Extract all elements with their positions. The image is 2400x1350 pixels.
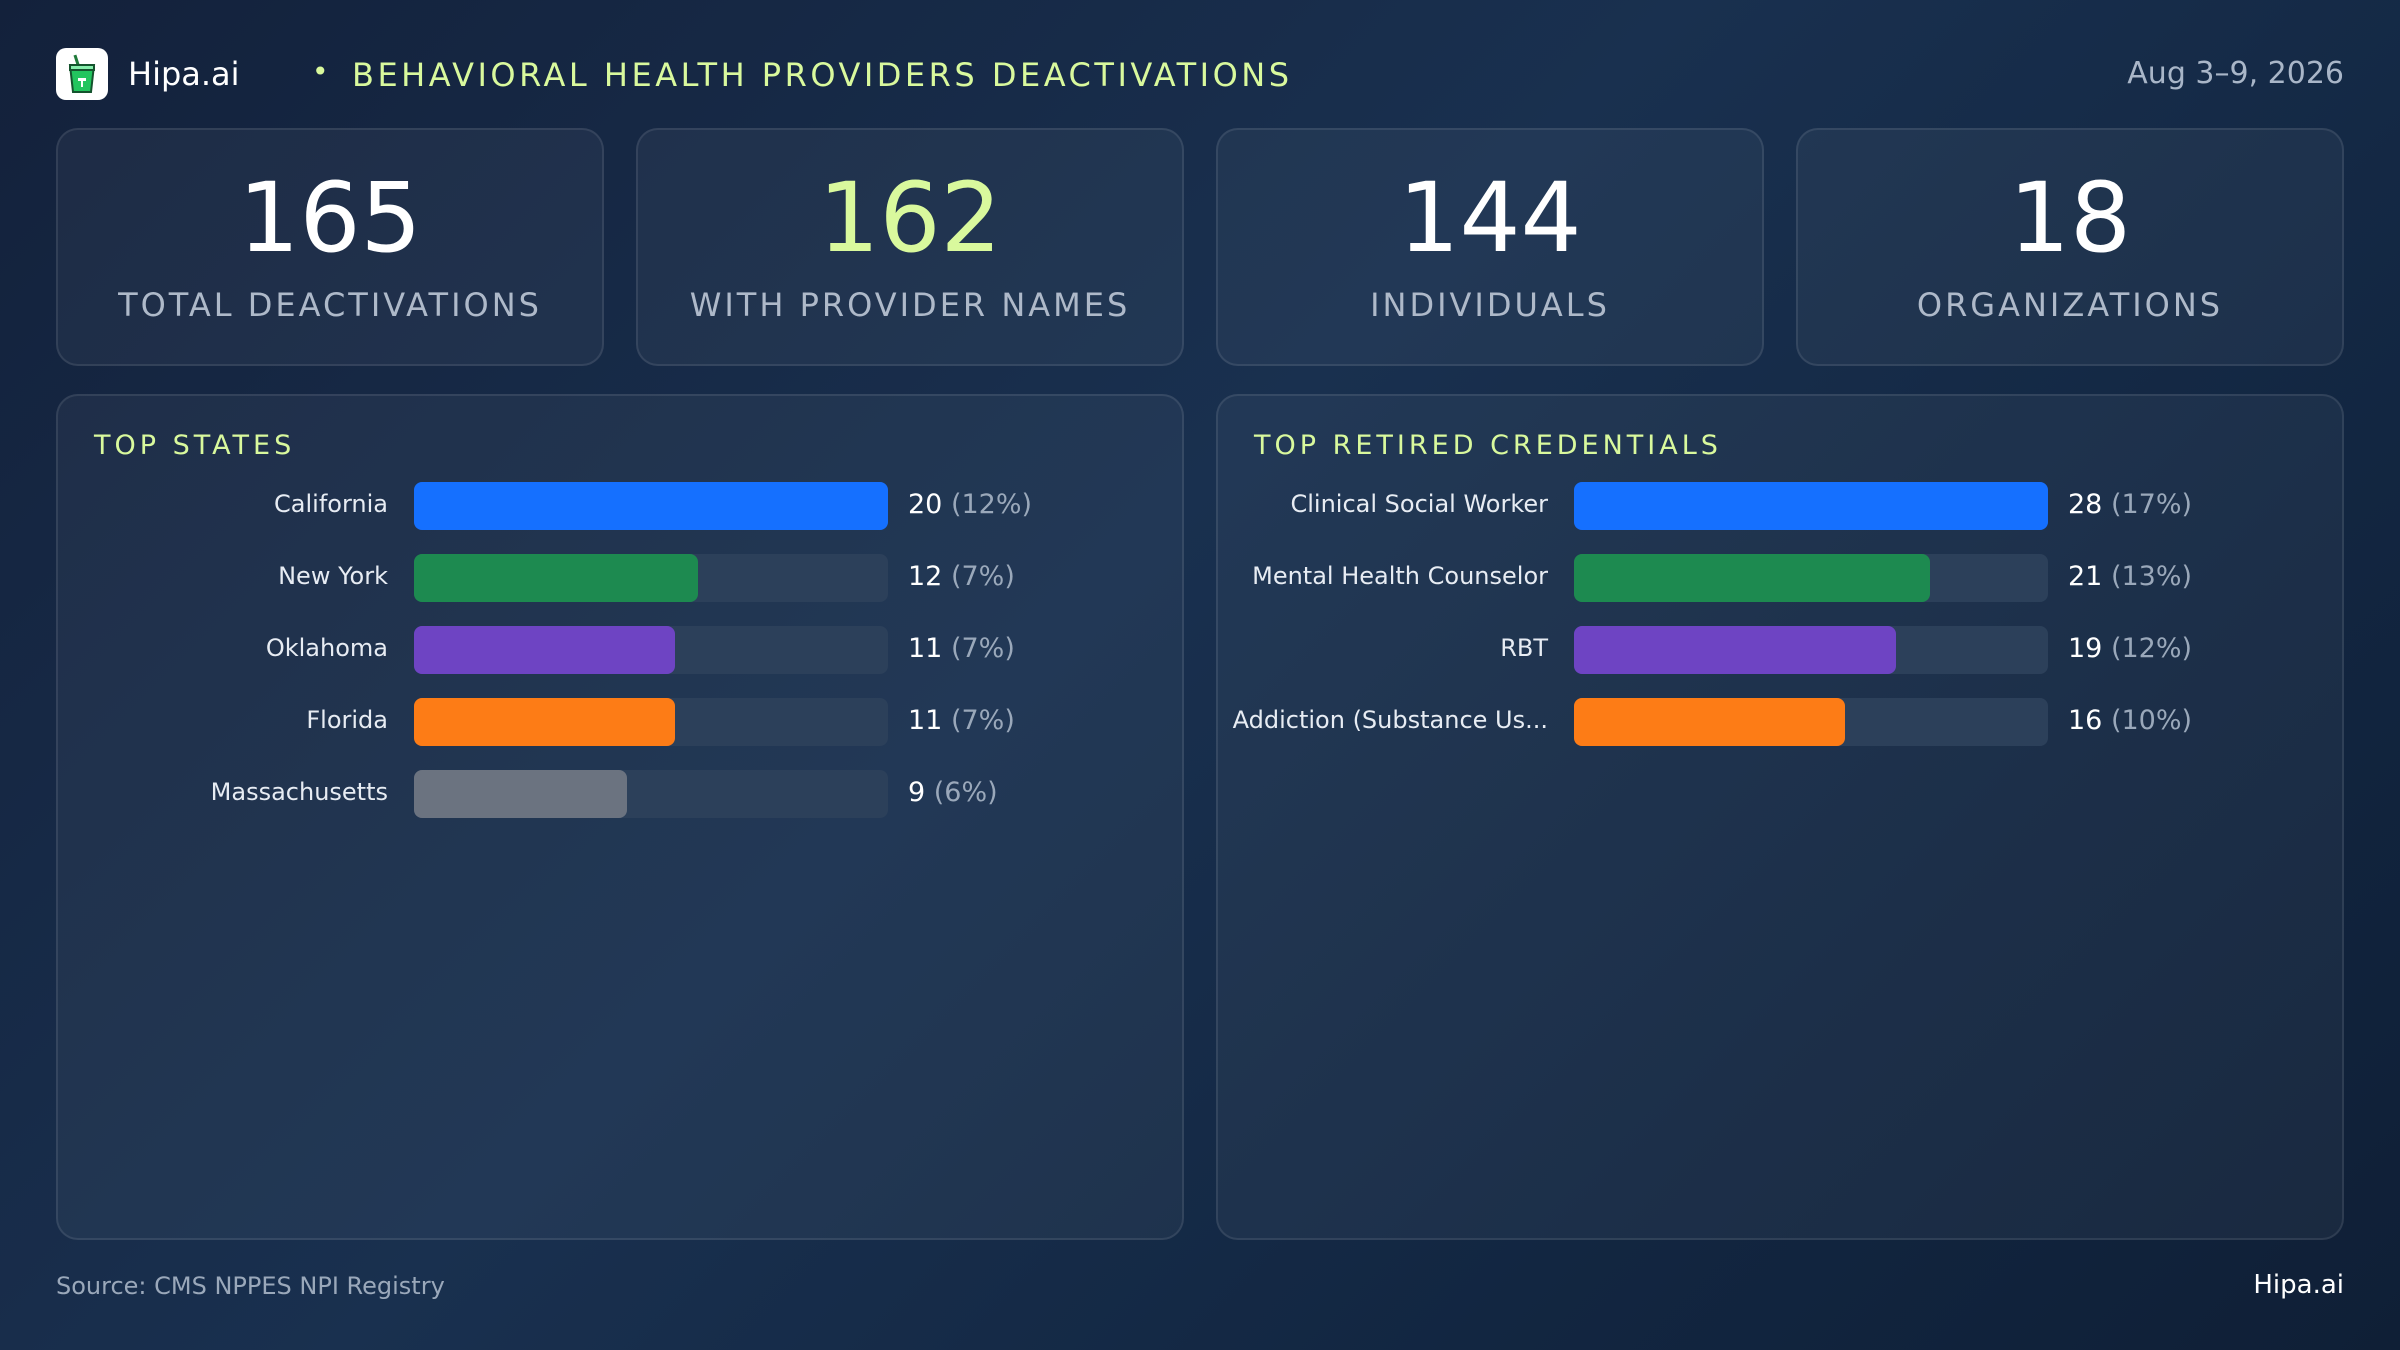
bar-row: New York 12 (7%) (58, 554, 1182, 602)
bar-percent: (7%) (950, 633, 1015, 664)
bar (414, 554, 698, 602)
bar-track (414, 554, 888, 602)
bar-label: Oklahoma (265, 634, 388, 662)
bar (1574, 482, 2048, 530)
bar-label: California (274, 490, 388, 518)
bar-row: Oklahoma 11 (7%) (58, 626, 1182, 674)
source-note: Source: CMS NPPES NPI Registry (56, 1272, 445, 1300)
bar-label: Mental Health Counselor (1252, 562, 1548, 590)
bar (1574, 626, 1896, 674)
bar-label: Florida (306, 706, 388, 734)
bar-track (414, 626, 888, 674)
bar-label: New York (278, 562, 388, 590)
kpi-label: WITH PROVIDER NAMES (689, 286, 1131, 324)
bar-value-label: 11 (7%) (908, 633, 1015, 664)
bar-row: California 20 (12%) (58, 482, 1182, 530)
footer-brand: Hipa.ai (2253, 1270, 2344, 1300)
bar (1574, 554, 1930, 602)
bar-value-label: 9 (6%) (908, 777, 998, 808)
bar-label: RBT (1500, 634, 1548, 662)
bar-percent: (13%) (2110, 561, 2193, 592)
bar-value-label: 12 (7%) (908, 561, 1015, 592)
bar-value-label: 28 (17%) (2068, 489, 2192, 520)
bar-track (1574, 482, 2048, 530)
kpi-value: 165 (238, 162, 422, 274)
bar-value-label: 20 (12%) (908, 489, 1032, 520)
bar (414, 626, 675, 674)
bar-row: Massachusetts 9 (6%) (58, 770, 1182, 818)
kpi-label: TOTAL DEACTIVATIONS (118, 286, 542, 324)
bar-percent: (7%) (950, 561, 1015, 592)
bar-track (414, 698, 888, 746)
bar-percent: (6%) (933, 777, 998, 808)
panel-title: TOP STATES (94, 430, 296, 461)
bar-value-label: 11 (7%) (908, 705, 1015, 736)
bar-percent: (17%) (2110, 489, 2193, 520)
bar-track (1574, 554, 2048, 602)
top-states-panel: TOP STATES California 20 (12%) New York 12 … (56, 394, 1184, 1240)
bar-value: 19 (2068, 633, 2111, 664)
kpi-value: 18 (2008, 162, 2132, 274)
page-title: BEHAVIORAL HEALTH PROVIDERS DEACTIVATION… (352, 56, 1293, 94)
bar-percent: (12%) (2110, 633, 2193, 664)
kpi-card-individuals: 144 INDIVIDUALS (1216, 128, 1764, 366)
bar-track (414, 770, 888, 818)
bar-label: Clinical Social Worker (1290, 490, 1548, 518)
bar-value-label: 19 (12%) (2068, 633, 2192, 664)
kpi-card-provider-names: 162 WITH PROVIDER NAMES (636, 128, 1184, 366)
bar-row: RBT 19 (12%) (1218, 626, 2342, 674)
bar-label: Massachusetts (210, 778, 388, 806)
bar-percent: (12%) (950, 489, 1033, 520)
logo (56, 48, 108, 100)
bar-row: Clinical Social Worker 28 (17%) (1218, 482, 2342, 530)
bar-value: 28 (2068, 489, 2111, 520)
bar (414, 770, 627, 818)
bar-value: 20 (908, 489, 951, 520)
bar-track (1574, 698, 2048, 746)
bar-track (1574, 626, 2048, 674)
kpi-label: INDIVIDUALS (1370, 286, 1610, 324)
kpi-value: 144 (1398, 162, 1582, 274)
kpi-value: 162 (818, 162, 1002, 274)
kpi-card-total: 165 TOTAL DEACTIVATIONS (56, 128, 604, 366)
bar (1574, 698, 1845, 746)
bar-value: 21 (2068, 561, 2111, 592)
bar-percent: (7%) (950, 705, 1015, 736)
panel-title: TOP RETIRED CREDENTIALS (1254, 430, 1722, 461)
bar-value: 11 (908, 633, 951, 664)
bar (414, 482, 888, 530)
bar-value-label: 16 (10%) (2068, 705, 2192, 736)
bar-track (414, 482, 888, 530)
title-separator: • (312, 55, 329, 88)
brand-name: Hipa.ai (128, 55, 240, 93)
kpi-label: ORGANIZATIONS (1916, 286, 2224, 324)
kpi-card-organizations: 18 ORGANIZATIONS (1796, 128, 2344, 366)
top-credentials-panel: TOP RETIRED CREDENTIALS Clinical Social … (1216, 394, 2344, 1240)
bar-percent: (10%) (2110, 705, 2193, 736)
bar-value: 16 (2068, 705, 2111, 736)
date-range: Aug 3–9, 2026 (2127, 56, 2344, 91)
bar-row: Addiction (Substance Us... 16 (10%) (1218, 698, 2342, 746)
bar (414, 698, 675, 746)
bar-value: 9 (908, 777, 934, 808)
bar-row: Mental Health Counselor 21 (13%) (1218, 554, 2342, 602)
bar-value: 11 (908, 705, 951, 736)
bar-value-label: 21 (13%) (2068, 561, 2192, 592)
bar-row: Florida 11 (7%) (58, 698, 1182, 746)
bar-value: 12 (908, 561, 951, 592)
header: Hipa.ai • BEHAVIORAL HEALTH PROVIDERS DE… (56, 46, 2344, 100)
bar-label: Addiction (Substance Us... (1232, 706, 1548, 734)
